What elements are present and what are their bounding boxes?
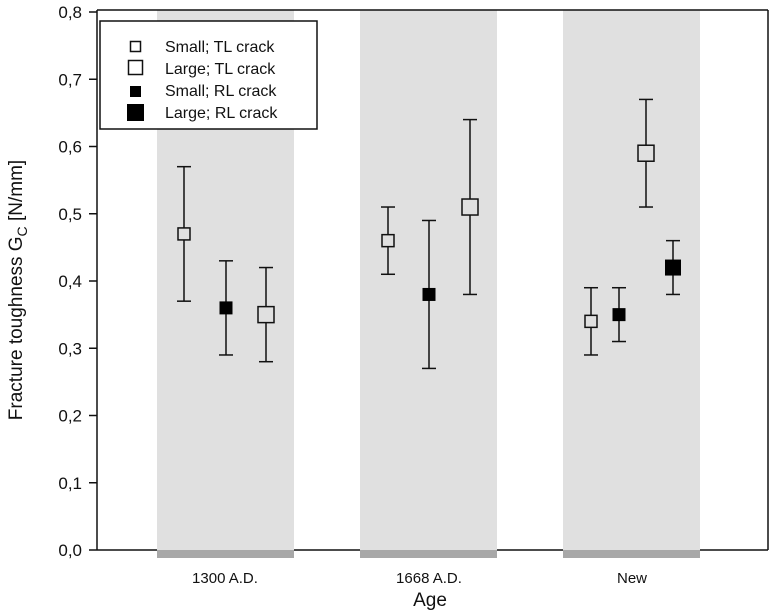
y-axis-title-unit: [N/mm] [6,160,27,227]
data-point [584,286,598,356]
marker-open-square [381,233,395,248]
marker-open-square [461,198,479,216]
data-point [177,165,191,302]
band-new [563,10,700,550]
band-base-1300 [157,550,294,558]
data-point [461,118,479,296]
marker-filled-square [219,301,233,315]
x-axis-title: Age [413,590,447,610]
category-label-new: New [617,570,647,587]
y-tick-label: 0,8 [58,3,82,22]
y-tick-label: 0,1 [58,474,82,493]
legend-marker-filled-large [127,104,144,121]
legend-label-large-tl: Large; TL crack [165,61,276,78]
legend: Small; TL crack Large; TL crack Small; R… [99,20,318,130]
y-axis-title: Fracture toughness GC [N/mm] [6,160,30,420]
marker-open-square [177,227,191,241]
marker-filled-square [422,287,436,301]
band-base-1668 [360,550,497,558]
y-tick-label: 0,3 [58,339,82,358]
band-base-new [563,550,700,558]
y-tick-label: 0,4 [58,272,82,291]
data-point [381,206,395,276]
marker-filled-square [612,308,626,322]
marker-open-square [257,305,275,324]
data-point [637,98,655,208]
data-point [612,286,626,343]
data-point [665,239,681,296]
y-axis: 0,0 0,1 0,2 0,3 0,4 0,5 0,6 0,7 0,8 [58,3,97,560]
data-point [257,266,275,363]
marker-open-square [584,314,598,329]
y-axis-title-sub: C [14,226,30,236]
marker-filled-square [665,259,681,276]
legend-marker-open-small [129,40,142,53]
y-tick-label: 0,5 [58,205,82,224]
y-tick-label: 0,0 [58,541,82,560]
data-point [219,260,233,356]
category-label-1668: 1668 A.D. [396,570,462,587]
y-tick-label: 0,2 [58,407,82,426]
legend-marker-filled-small [130,86,141,97]
data-point [422,219,436,370]
legend-label-small-tl: Small; TL crack [165,39,275,56]
category-label-1300: 1300 A.D. [192,570,258,587]
legend-label-large-rl: Large; RL crack [165,105,278,122]
marker-open-square [637,144,655,162]
legend-marker-open-large [127,59,144,76]
plot-frame [96,9,769,551]
y-axis-title-main: Fracture toughness G [6,236,27,420]
y-tick-label: 0,7 [58,70,82,89]
y-tick-label: 0,6 [58,138,82,157]
data-points [177,98,681,370]
legend-label-small-rl: Small; RL crack [165,83,277,100]
